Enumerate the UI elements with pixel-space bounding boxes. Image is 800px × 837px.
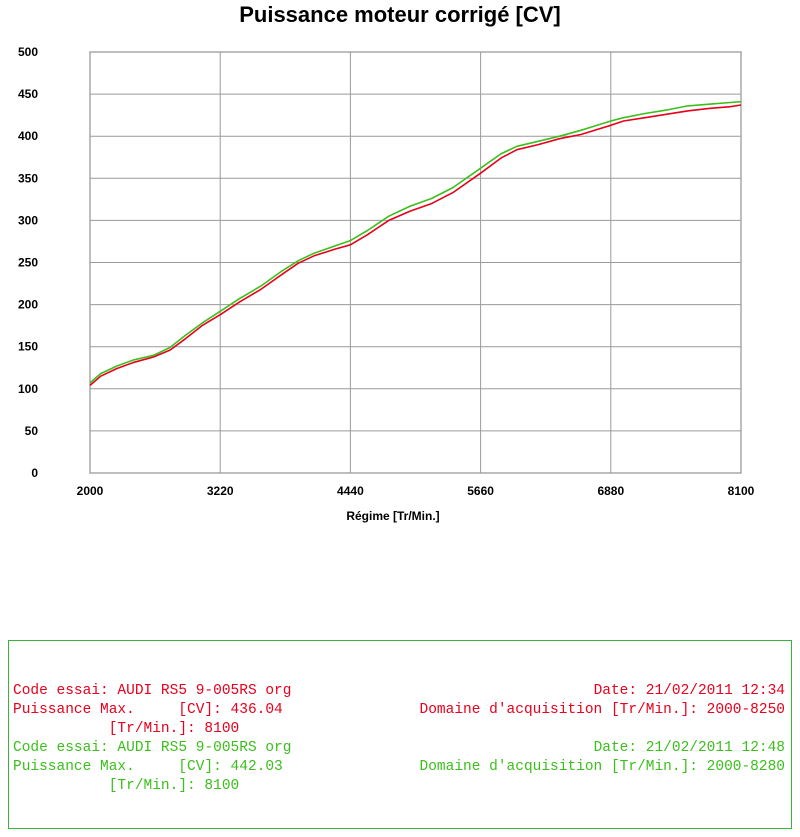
y-tick-label: 150: [18, 340, 38, 354]
x-tick-label: 3220: [207, 484, 234, 498]
power-chart: 2000 3220 4440 5660 6880 8100 0 50 100 150 200 250 3…: [18, 45, 755, 523]
info-row-1-left: Code essai: AUDI RS5 9-005RS org: [13, 683, 292, 699]
y-tick-label: 450: [18, 87, 38, 101]
series-line-red: [89, 104, 742, 387]
chart-title: Puissance moteur corrigé [CV]: [239, 2, 561, 27]
series-line-green: [89, 100, 742, 384]
info-row-3-left: [Tr/Min.]: 8100: [13, 721, 240, 737]
x-tick-label: 2000: [77, 484, 104, 498]
tick-labels: 2000 3220 4440 5660 6880 8100 0 50 100 150 200 250 3…: [18, 45, 755, 498]
info-row-2-right: Domaine d'acquisition [Tr/Min.]: 2000-82…: [419, 702, 785, 718]
info-row-5-left: Puissance Max. [CV]: 442.03: [13, 759, 283, 775]
y-tick-label: 350: [18, 171, 38, 185]
y-tick-label: 250: [18, 256, 38, 270]
x-tick-label: 5660: [467, 484, 494, 498]
series-lines: [89, 100, 742, 387]
info-row-4-right: Date: 21/02/2011 12:48: [593, 740, 785, 756]
y-tick-label: 300: [18, 213, 38, 227]
y-tick-label: 100: [18, 382, 38, 396]
info-row-2-left: Puissance Max. [CV]: 436.04: [13, 702, 283, 718]
info-row-5-right: Domaine d'acquisition [Tr/Min.]: 2000-82…: [419, 759, 785, 775]
y-tick-label: 0: [31, 466, 38, 480]
x-axis-label: Régime [Tr/Min.]: [346, 509, 439, 523]
x-tick-label: 8100: [728, 484, 755, 498]
x-tick-label: 6880: [597, 484, 624, 498]
y-tick-label: 200: [18, 298, 38, 312]
info-row-1-right: Date: 21/02/2011 12:34: [593, 683, 785, 699]
info-row-4-left: Code essai: AUDI RS5 9-005RS org: [13, 740, 292, 756]
info-row-6-left: [Tr/Min.]: 8100: [13, 778, 240, 794]
y-tick-label: 50: [25, 424, 39, 438]
test-info-box: Code essai: AUDI RS5 9-005RS org Date: 2…: [8, 640, 792, 829]
y-tick-label: 400: [18, 129, 38, 143]
y-tick-label: 500: [18, 45, 38, 59]
x-tick-label: 4440: [337, 484, 364, 498]
grid: [89, 51, 742, 474]
